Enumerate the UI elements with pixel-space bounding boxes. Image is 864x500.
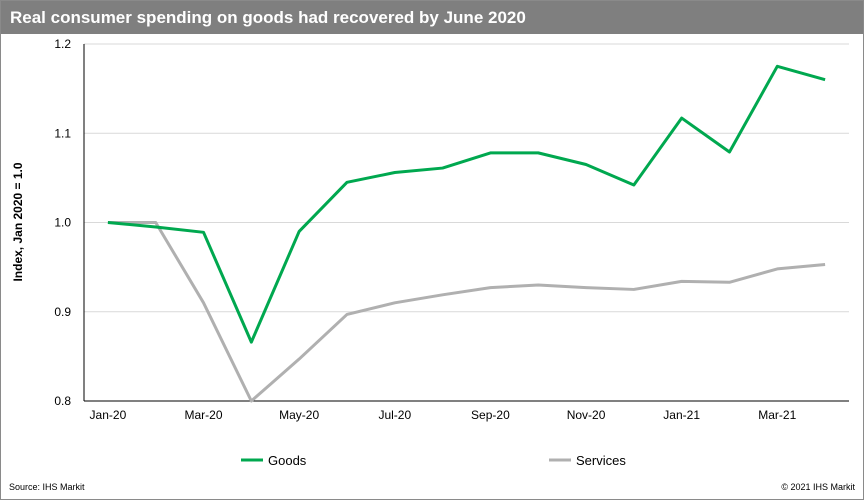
x-tick-label: Jan-20 (90, 408, 127, 422)
x-tick-label: Mar-21 (758, 408, 796, 422)
series-line-services (107, 221, 826, 403)
x-tick-label: Mar-20 (185, 408, 223, 422)
y-tick-label: 1.1 (54, 126, 71, 140)
x-tick-label: Jul-20 (378, 408, 411, 422)
copyright-note: © 2021 IHS Markit (781, 482, 855, 492)
y-tick-label: 1.0 (54, 216, 71, 230)
y-tick-label: 0.8 (54, 394, 71, 408)
y-axis-label: Index, Jan 2020 = 1.0 (11, 162, 25, 281)
chart-title: Real consumer spending on goods had reco… (1, 1, 863, 34)
legend-label-services: Services (576, 453, 626, 468)
x-tick-label: Jan-21 (663, 408, 700, 422)
series-line-goods (107, 64, 826, 344)
source-note: Source: IHS Markit (9, 482, 85, 492)
x-tick-label: May-20 (279, 408, 319, 422)
x-tick-label: Sep-20 (471, 408, 510, 422)
x-tick-label: Nov-20 (567, 408, 606, 422)
y-tick-label: 1.2 (54, 37, 71, 51)
y-tick-label: 0.9 (54, 305, 71, 319)
legend-label-goods: Goods (268, 453, 307, 468)
